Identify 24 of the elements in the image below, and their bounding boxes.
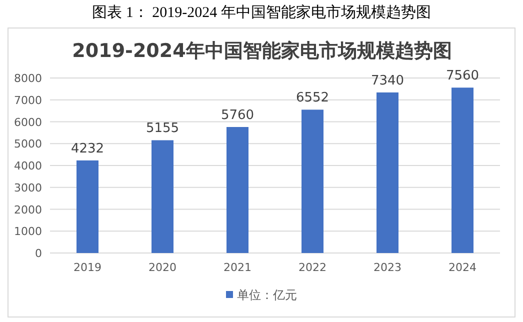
xtick: 2020 (148, 261, 176, 274)
data-label: 5155 (146, 121, 180, 136)
title: 2019-2024年中国智能家电市场规模趋势图 (72, 40, 452, 62)
xtick: 2021 (224, 261, 252, 274)
ytick: 8000 (14, 72, 42, 85)
data-label: 4232 (70, 141, 104, 156)
data-label: 5760 (220, 108, 254, 123)
legend-label: 单位：亿元 (237, 288, 297, 302)
ytick: 0 (35, 247, 42, 260)
annotation: 图表 1： 2019-2024 年中国智能家电市场规模趋势图 (92, 5, 431, 21)
ytick: 4000 (14, 160, 42, 172)
ytick: 5000 (14, 138, 42, 151)
xtick: 2019 (74, 261, 102, 274)
ytick: 1000 (14, 225, 42, 238)
ytick: 3000 (14, 181, 42, 194)
data-label: 7560 (446, 68, 480, 84)
ytick: 6000 (14, 116, 42, 129)
ytick: 2000 (14, 203, 42, 216)
data-label: 6552 (296, 90, 330, 106)
data-label: 7340 (370, 73, 404, 88)
ytick: 7000 (14, 94, 42, 107)
xtick: 2023 (374, 261, 402, 274)
xtick: 2022 (298, 261, 326, 274)
xtick: 2024 (448, 261, 476, 274)
